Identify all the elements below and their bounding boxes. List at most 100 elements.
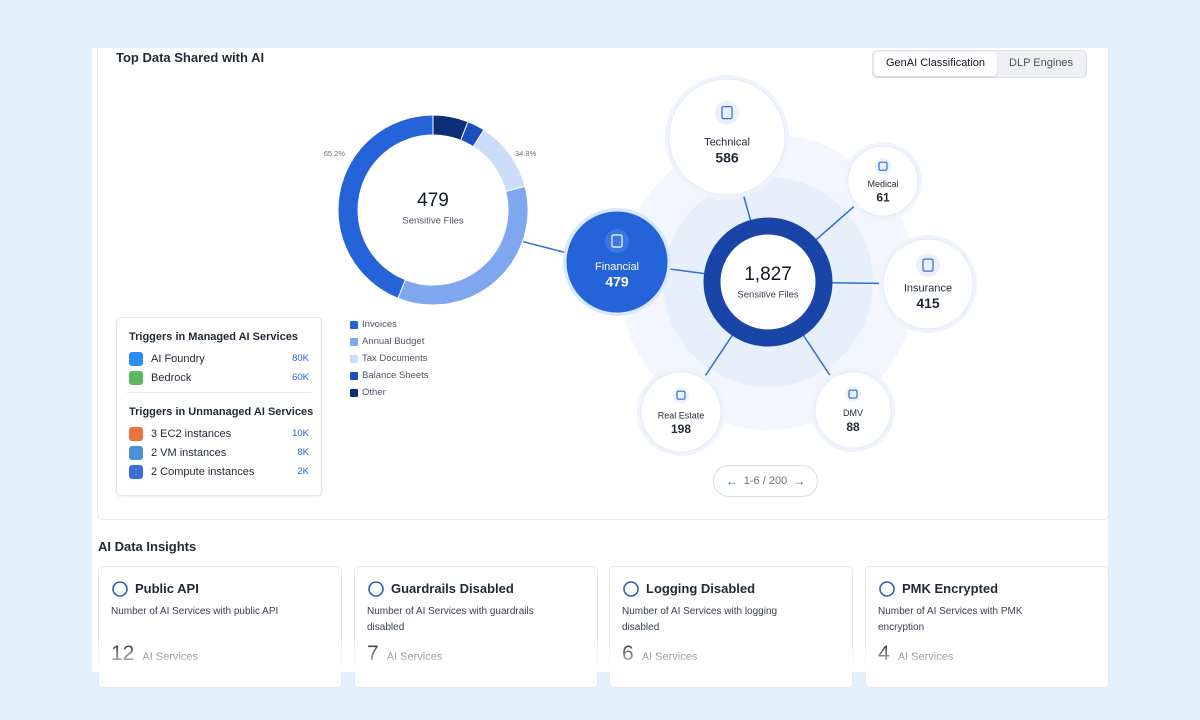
node: [668, 78, 786, 196]
node-label: Medical: [867, 179, 898, 189]
legend-label: Other: [362, 387, 386, 398]
node-label: Real Estate: [658, 410, 705, 420]
node-icon-glyph: [922, 258, 934, 272]
node-icon: [605, 229, 629, 253]
legend-item: Tax Documents: [350, 350, 429, 367]
legend-label: Annual Budget: [362, 336, 425, 347]
trigger-name: 3 EC2 instances: [151, 427, 232, 440]
trigger-name: 2 VM instances: [151, 446, 227, 459]
legend-item: Other: [350, 384, 429, 401]
center-ring: [703, 217, 833, 347]
card-description: Number of AI Services with logging disab…: [622, 606, 778, 633]
triggers-box: Triggers in Managed AI Services AI Foundr…: [116, 317, 322, 496]
legend-swatch: [350, 320, 358, 329]
fade: [92, 640, 1108, 672]
panel-title: Top Data Shared with AI: [116, 50, 265, 65]
node-icon: [845, 386, 861, 403]
node-value: 61: [876, 191, 890, 205]
trigger-icon: [129, 445, 143, 460]
trigger-row: AI Foundry 80K: [117, 349, 321, 368]
legend-swatch: [350, 371, 358, 380]
legend-item: Balance Sheets: [350, 367, 429, 384]
section-title: AI Data Insights: [98, 539, 197, 554]
tabs: GenAI Classification DLP Engines: [872, 50, 1088, 78]
node-icon: [673, 387, 689, 404]
trigger-group-title: Triggers in Unmanaged AI Services: [129, 406, 314, 418]
donut-total: 479: [417, 190, 449, 211]
trigger-row: Bedrock 60K: [117, 368, 321, 387]
node-icon-glyph: [878, 161, 888, 171]
node-value: 586: [715, 150, 739, 166]
legend-swatch: [350, 388, 358, 397]
card-description: Number of AI Services with public API: [111, 606, 279, 617]
node: [566, 211, 668, 313]
card-title: PMK Encrypted: [902, 581, 999, 596]
trigger-row: 2 VM instances 8K: [117, 443, 321, 462]
tab[interactable]: DLP Engines: [1009, 57, 1074, 69]
trigger-count: 10K: [292, 428, 309, 439]
donut-segment: [472, 129, 526, 192]
center-label: Sensitive Files: [737, 290, 798, 301]
separator: [127, 392, 311, 393]
trigger-icon: [129, 351, 143, 366]
card-title: Guardrails Disabled: [391, 581, 514, 596]
node: [847, 145, 919, 217]
legend-label: Invoices: [362, 319, 397, 330]
trigger-icon: [129, 370, 143, 385]
pager[interactable]: ← 1-6 / 200 →: [713, 465, 818, 497]
node-icon: [875, 158, 891, 175]
node-value: 415: [916, 295, 940, 311]
trigger-row: 2 Compute instances 2K: [117, 462, 321, 481]
trigger-icon: [129, 426, 143, 441]
legend-item: Annual Budget: [350, 333, 429, 350]
node-icon-glyph: [676, 390, 686, 400]
tab[interactable]: GenAI Classification: [874, 52, 998, 76]
node-icon-glyph: [848, 389, 858, 399]
trigger-icon: [129, 464, 143, 479]
node-label: DMV: [843, 408, 863, 418]
donut-callout: 65.2%: [324, 149, 346, 158]
card-title: Logging Disabled: [646, 581, 756, 596]
node-label: Financial: [595, 261, 639, 273]
trigger-count: 80K: [292, 353, 309, 364]
card-icon: [623, 581, 639, 597]
trigger-name: 2 Compute instances: [151, 465, 255, 478]
trigger-count: 2K: [297, 466, 309, 477]
legend: Invoices Annual Budget Tax Documents Balanc…: [350, 316, 429, 401]
node-label: Technical: [704, 137, 750, 149]
trigger-name: AI Foundry: [151, 352, 205, 365]
node: [882, 238, 974, 330]
center-value: 1,827: [744, 264, 792, 285]
node: [640, 371, 722, 453]
trigger-group-title: Triggers in Managed AI Services: [129, 331, 298, 343]
node-icon-glyph: [611, 234, 623, 248]
legend-item: Invoices: [350, 316, 429, 333]
node-label: Insurance: [904, 282, 952, 294]
pager-text: 1-6 / 200: [743, 475, 788, 487]
card-description: Number of AI Services with PMK encryptio…: [878, 606, 1023, 633]
card-icon: [368, 581, 384, 597]
node-icon: [916, 253, 940, 278]
card-title: Public API: [135, 581, 199, 596]
legend-swatch: [350, 337, 358, 346]
donut-segment: [432, 114, 469, 141]
trigger-count: 60K: [292, 372, 309, 383]
node-value: 479: [605, 274, 629, 290]
node-value: 88: [846, 420, 860, 434]
node: [814, 371, 892, 449]
donut-callout: 34.8%: [515, 149, 537, 158]
trigger-row: 3 EC2 instances 10K: [117, 424, 321, 443]
card-icon: [879, 581, 895, 597]
donut-total-label: Sensitive Files: [402, 216, 463, 227]
legend-swatch: [350, 354, 358, 363]
trigger-name: Bedrock: [151, 371, 192, 384]
node-value: 198: [671, 422, 691, 436]
trigger-count: 8K: [297, 447, 309, 458]
legend-label: Balance Sheets: [362, 370, 429, 381]
card-description: Number of AI Services with guardrails di…: [367, 606, 534, 633]
card-icon: [112, 581, 128, 597]
legend-label: Tax Documents: [362, 353, 428, 364]
node-icon-glyph: [721, 106, 733, 120]
